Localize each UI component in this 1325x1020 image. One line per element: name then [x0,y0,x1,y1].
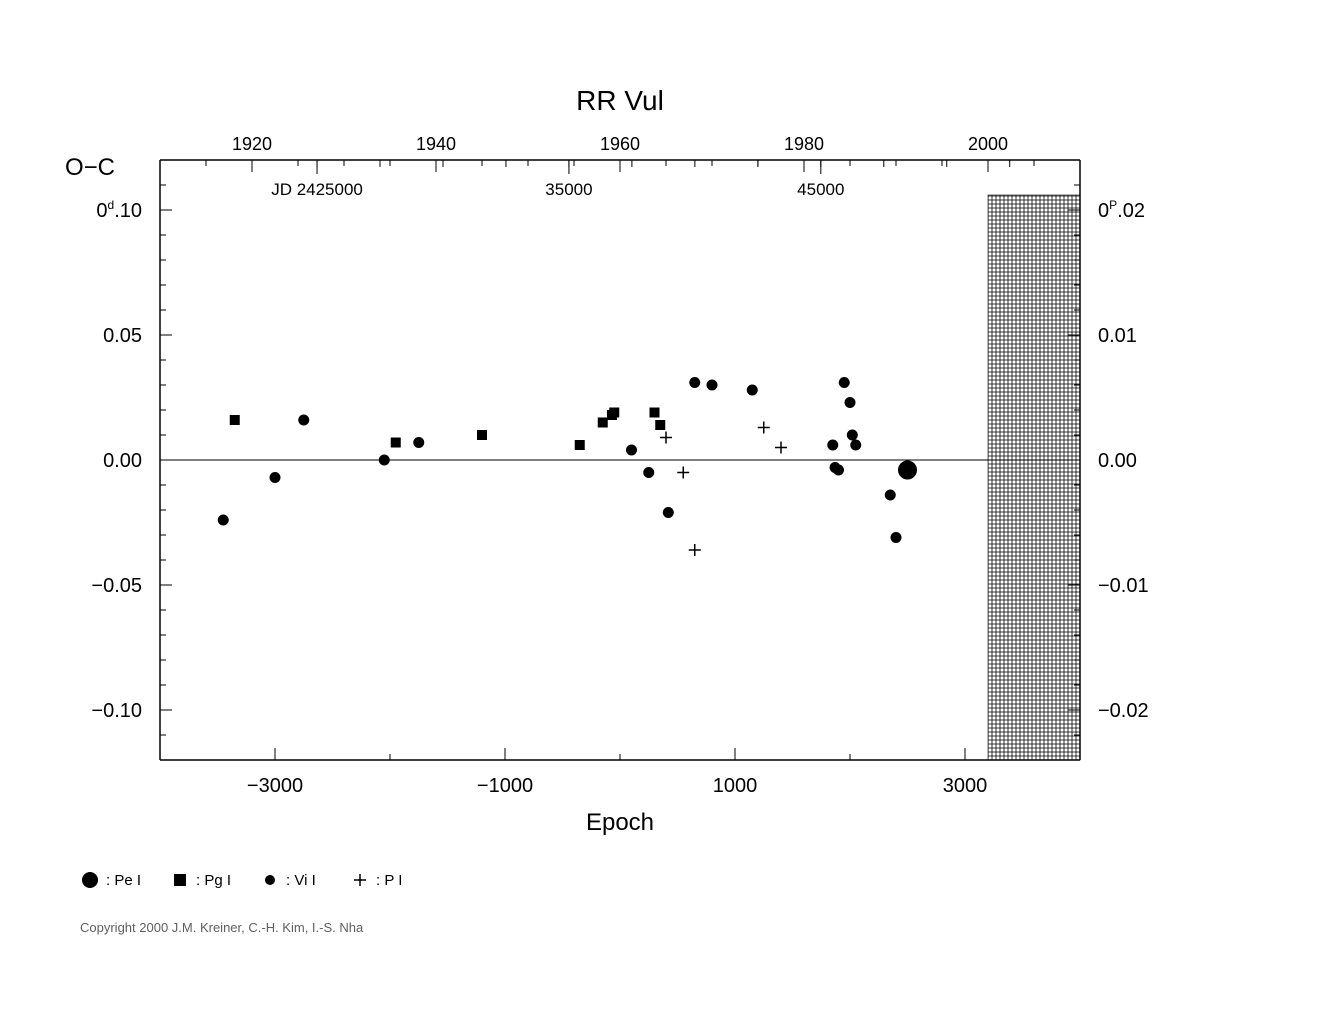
data-point [845,398,855,408]
ytick-label-left: 0d.10 [96,198,142,222]
legend-marker-pg [174,874,186,886]
xtick-label: 3000 [943,775,988,797]
data-point [839,378,849,388]
data-point [270,473,280,483]
data-point [707,380,717,390]
data-point [644,468,654,478]
data-point [650,408,660,418]
data-point [414,438,424,448]
top-year-label: 2000 [968,134,1008,154]
legend-label: : Pg I [196,872,231,889]
jd-tick-label: 35000 [545,180,592,199]
data-point [690,378,700,388]
y-axis-label: O−C [65,154,115,181]
data-point [391,438,401,448]
ytick-label-left: −0.10 [91,700,142,722]
xtick-label: −1000 [477,775,533,797]
data-point [655,420,665,430]
data-point [299,415,309,425]
data-point [834,465,844,475]
xtick-label: −3000 [247,775,303,797]
data-point [627,445,637,455]
legend-marker-vi [265,875,275,885]
data-point [230,415,240,425]
data-point [891,533,901,543]
chart-container: RR Vul −3000 −1000 1000 3000 Epoch −0.10 −0.05 0… [0,0,1325,1020]
legend-label: : Pe I [106,872,141,889]
ytick-label-right: −0.01 [1098,575,1149,597]
data-point [609,408,619,418]
legend-marker-pe [82,872,98,888]
data-point [477,430,487,440]
ytick-label-right: 0P.02 [1098,198,1145,222]
x-axis-label: Epoch [586,809,654,836]
jd-tick-label: 45000 [797,180,844,199]
data-point [218,515,228,525]
ytick-label-left: 0.00 [103,450,142,472]
ytick-label-right: 0.01 [1098,325,1137,347]
data-point [851,440,861,450]
data-point [899,461,917,479]
top-year-label: 1960 [600,134,640,154]
data-point [663,508,673,518]
ytick-label-left: 0.05 [103,325,142,347]
data-point [885,490,895,500]
top-year-label: 1920 [232,134,272,154]
legend-label: : P I [376,872,402,889]
oc-diagram-svg: RR Vul −3000 −1000 1000 3000 Epoch −0.10 −0.05 0… [0,0,1325,1020]
data-point [379,455,389,465]
chart-title: RR Vul [576,85,664,116]
data-point [575,440,585,450]
top-year-label: 1940 [416,134,456,154]
xtick-label: 1000 [713,775,758,797]
ytick-label-right: 0.00 [1098,450,1137,472]
data-point [847,430,857,440]
data-point [598,418,608,428]
hatched-region [988,195,1080,760]
jd-label: JD 2425000 [271,180,363,199]
copyright-text: Copyright 2000 J.M. Kreiner, C.-H. Kim, … [80,920,363,935]
data-point [828,440,838,450]
ytick-label-left: −0.05 [91,575,142,597]
ytick-label-right: −0.02 [1098,700,1149,722]
data-point [747,385,757,395]
top-year-label: 1980 [784,134,824,154]
legend-label: : Vi I [286,872,316,889]
